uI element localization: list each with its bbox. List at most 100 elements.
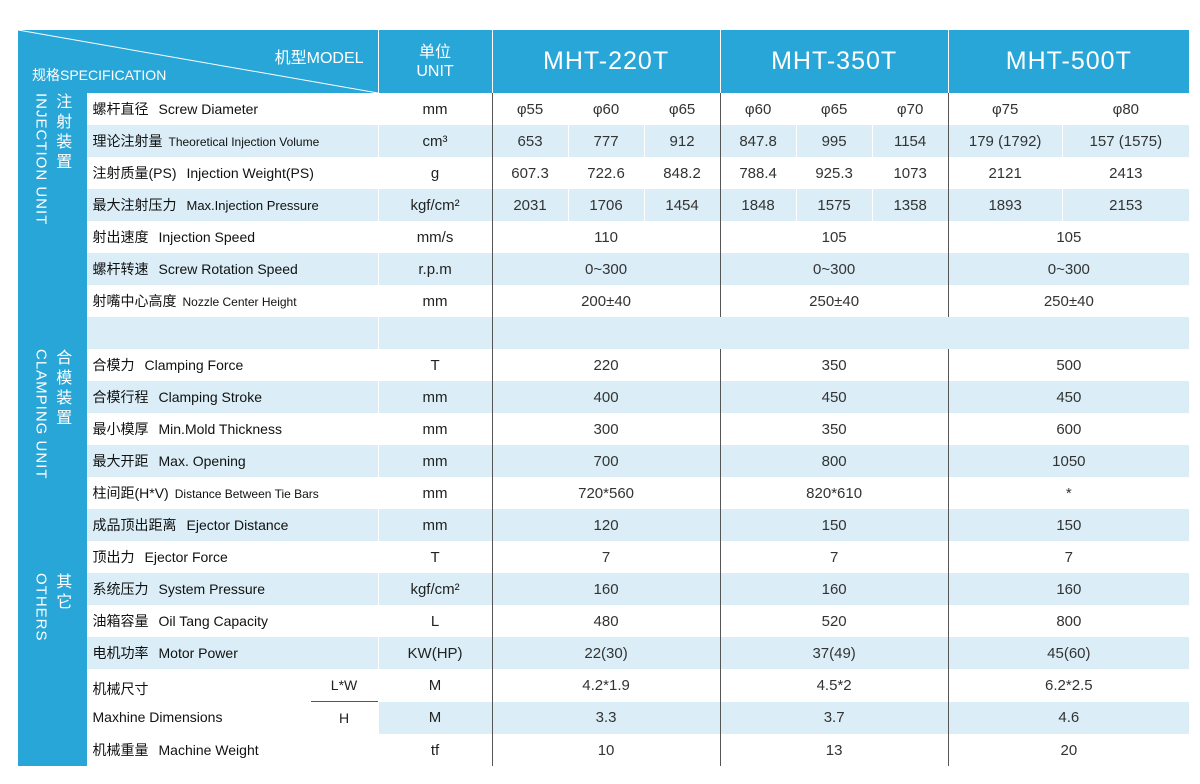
value-cell: 995 — [796, 125, 873, 157]
value-cell: 0~300 — [948, 253, 1191, 285]
unit-header-en: UNIT — [416, 62, 454, 80]
value-cell — [492, 317, 1191, 349]
value-cell: 2153 — [1062, 189, 1191, 221]
model-header-350t: MHT-350T — [720, 30, 949, 93]
value-cell: 720*560 — [492, 477, 721, 509]
model-header-220t: MHT-220T — [492, 30, 721, 93]
row-label: 机械重量 Machine Weight — [86, 734, 379, 766]
value-cell: φ70 — [872, 93, 949, 125]
value-cell: 45(60) — [948, 637, 1191, 669]
table-row: 最大注射压力 Max.Injection Pressure kgf/cm² 203… — [18, 189, 1191, 221]
row-label: 射嘴中心高度 Nozzle Center Height — [86, 285, 379, 317]
unit-cell: r.p.m — [377, 253, 493, 285]
value-cell: 105 — [948, 221, 1191, 253]
unit-cell: mm — [377, 445, 493, 477]
row-label: 最大注射压力 Max.Injection Pressure — [86, 189, 379, 221]
value-cell: φ65 — [796, 93, 873, 125]
diagonal-line — [18, 30, 378, 93]
row-label: 油箱容量 Oil Tang Capacity — [86, 605, 379, 637]
value-cell: 788.4 — [720, 157, 797, 189]
value-cell: 1848 — [720, 189, 797, 221]
empty-row — [18, 317, 1191, 349]
row-label: 射出速度 Injection Speed — [86, 221, 379, 253]
value-cell: 250±40 — [948, 285, 1191, 317]
value-cell: 777 — [568, 125, 645, 157]
value-cell: 3.3 — [492, 701, 721, 734]
value-cell: 912 — [644, 125, 721, 157]
unit-cell: tf — [377, 734, 493, 766]
value-cell: 800 — [720, 445, 949, 477]
unit-header: 单位 UNIT — [378, 30, 493, 93]
row-label: 理论注射量 Theoretical Injection Volume — [86, 125, 379, 157]
value-cell: 7 — [492, 541, 721, 573]
unit-cell: M — [377, 669, 493, 702]
value-cell: 480 — [492, 605, 721, 637]
value-cell: 1706 — [568, 189, 645, 221]
value-cell: 157 (1575) — [1062, 125, 1191, 157]
unit-header-zh: 单位 — [419, 43, 452, 61]
sub-label: H — [309, 701, 379, 734]
value-cell: 820*610 — [720, 477, 949, 509]
table-row: H M 3.3 3.7 4.6 — [18, 701, 1191, 734]
value-cell: 722.6 — [568, 157, 645, 189]
row-label: 机械尺寸 Maxhine Dimensions — [86, 669, 311, 734]
value-cell: 500 — [948, 349, 1191, 381]
value-cell: 1073 — [872, 157, 949, 189]
unit-cell: mm — [377, 93, 493, 125]
value-cell: 120 — [492, 509, 721, 541]
value-cell: φ65 — [644, 93, 721, 125]
value-cell: 6.2*2.5 — [948, 669, 1191, 702]
value-cell: 1454 — [644, 189, 721, 221]
value-cell: 1050 — [948, 445, 1191, 477]
table-row: 机械尺寸 Maxhine Dimensions L*W M 4.2*1.9 4.… — [18, 669, 1191, 734]
value-cell: 2121 — [948, 157, 1063, 189]
value-cell: 925.3 — [796, 157, 873, 189]
value-cell: 2031 — [492, 189, 569, 221]
value-cell: 1893 — [948, 189, 1063, 221]
value-cell: 1154 — [872, 125, 949, 157]
unit-cell: mm/s — [377, 221, 493, 253]
value-cell: φ80 — [1062, 93, 1191, 125]
value-cell: 7 — [720, 541, 949, 573]
value-cell: 4.6 — [948, 701, 1191, 734]
value-cell: 1358 — [872, 189, 949, 221]
row-label: 成品顶出距离 Ejector Distance — [86, 509, 379, 541]
value-cell: 110 — [492, 221, 721, 253]
value-cell: 847.8 — [720, 125, 797, 157]
value-cell: 607.3 — [492, 157, 569, 189]
value-cell: 4.2*1.9 — [492, 669, 721, 702]
model-label: 机型MODEL — [274, 50, 364, 67]
value-cell: φ60 — [720, 93, 797, 125]
unit-cell — [377, 317, 493, 349]
value-cell: 7 — [948, 541, 1191, 573]
model-header-500t: MHT-500T — [948, 30, 1191, 93]
row-label: 注射质量(PS) Injection Weight(PS) — [86, 157, 379, 189]
value-cell: 450 — [720, 381, 949, 413]
unit-cell: T — [377, 541, 493, 573]
unit-cell: mm — [377, 509, 493, 541]
value-cell: 700 — [492, 445, 721, 477]
value-cell: 350 — [720, 349, 949, 381]
value-cell: 2413 — [1062, 157, 1191, 189]
value-cell: 105 — [720, 221, 949, 253]
value-cell: 0~300 — [492, 253, 721, 285]
specification-label: 规格SPECIFICATION — [32, 67, 167, 83]
value-cell: 160 — [492, 573, 721, 605]
table-row: 最小模厚 Min.Mold Thickness mm 300 350 600 — [18, 413, 1191, 445]
value-cell: 20 — [948, 734, 1191, 766]
value-cell: 13 — [720, 734, 949, 766]
value-cell: 179 (1792) — [948, 125, 1063, 157]
value-cell: 800 — [948, 605, 1191, 637]
value-cell: 160 — [720, 573, 949, 605]
table-row: 油箱容量 Oil Tang Capacity L 480 520 800 — [18, 605, 1191, 637]
value-cell: 3.7 — [720, 701, 949, 734]
section-injection-zh: 注射装置 — [53, 93, 71, 173]
value-cell: 150 — [948, 509, 1191, 541]
value-cell: φ60 — [568, 93, 645, 125]
value-cell: 653 — [492, 125, 569, 157]
row-label: 合模力 Clamping Force — [86, 349, 379, 381]
value-cell: φ55 — [492, 93, 569, 125]
unit-cell: cm³ — [377, 125, 493, 157]
value-cell: 0~300 — [720, 253, 949, 285]
table-row: CLAMPING UNIT 合模装置 合模力 Clamping Force T 22… — [18, 349, 1191, 573]
